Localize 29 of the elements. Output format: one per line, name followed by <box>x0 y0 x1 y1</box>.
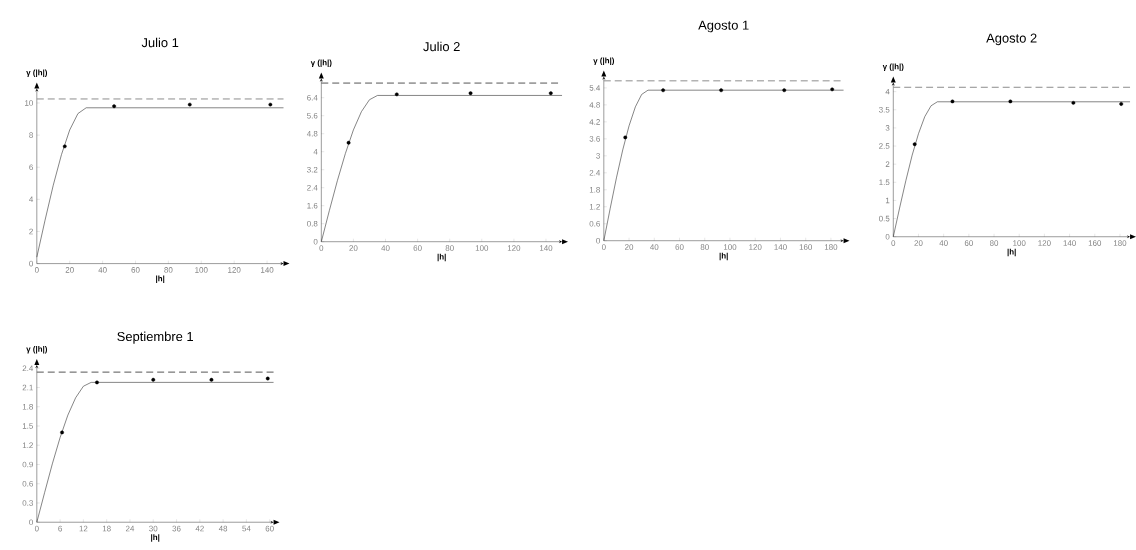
point <box>151 377 156 382</box>
point <box>209 377 214 382</box>
point <box>1119 102 1124 106</box>
point <box>950 99 955 104</box>
chart-title: Septiembre 1 <box>117 331 193 344</box>
point <box>187 102 192 107</box>
point <box>268 102 273 107</box>
point <box>912 142 917 147</box>
point <box>1071 100 1076 105</box>
point <box>95 380 99 385</box>
point <box>468 91 473 96</box>
point <box>346 140 351 145</box>
point <box>623 135 628 140</box>
chart-title: Julio 1 <box>141 37 179 48</box>
chart-title: Agosto 2 <box>986 33 1037 46</box>
point <box>60 430 64 435</box>
chart-title: Julio 2 <box>423 41 460 52</box>
point <box>112 104 117 109</box>
point <box>265 376 270 381</box>
point <box>782 88 787 93</box>
point <box>548 91 553 96</box>
line-series <box>36 107 284 258</box>
point <box>719 88 724 93</box>
chart-title: Agosto 1 <box>698 20 749 33</box>
point <box>1008 99 1013 104</box>
point <box>62 144 67 149</box>
point <box>394 92 399 97</box>
point <box>661 88 666 93</box>
point <box>830 87 835 92</box>
